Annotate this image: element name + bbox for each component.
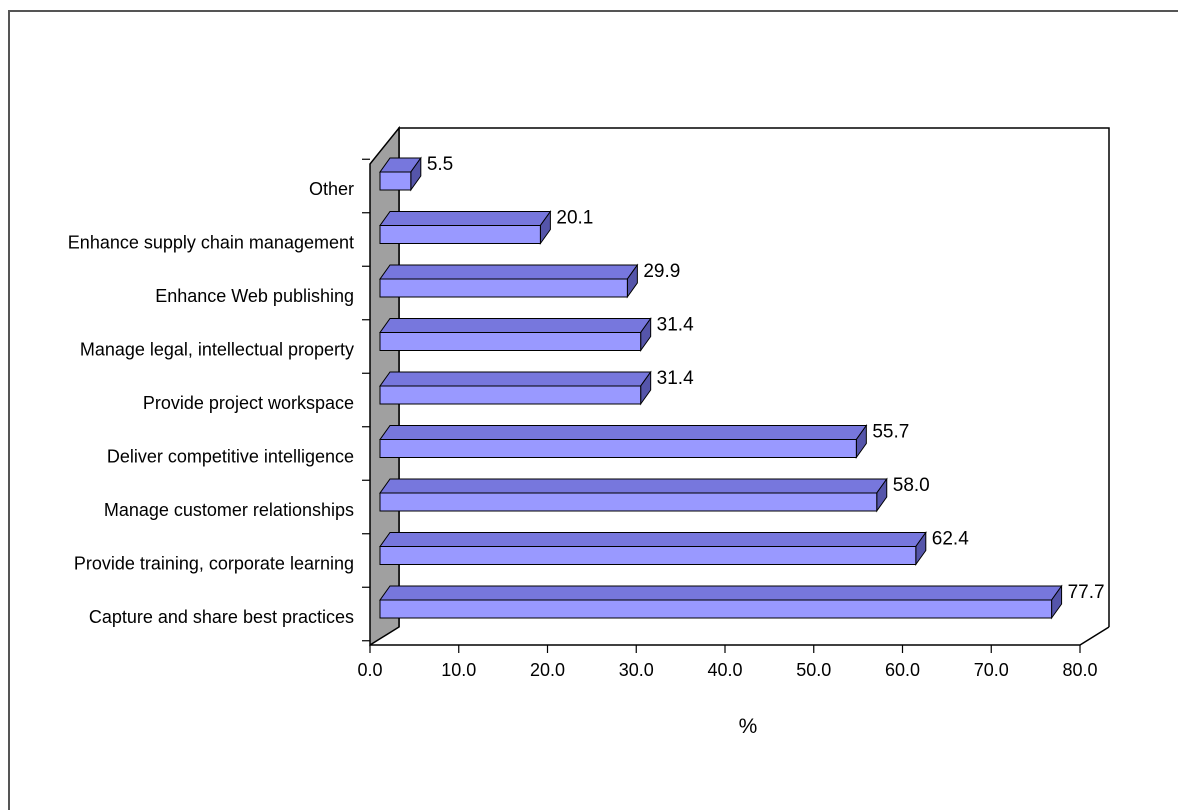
bar-top-face [379,371,652,387]
x-tick-label: 70.0 [974,660,1009,680]
bar-front-face [379,439,857,458]
value-label: 55.7 [872,422,909,443]
bar [379,209,552,246]
bar [379,316,652,353]
x-tick-labels: 0.0 10.0 20.0 30.0 40.0 50.0 60.0 70.0 80.0 [357,645,1098,680]
x-axis-label: % [739,715,758,738]
x-tick-label: 50.0 [796,660,831,680]
bar-front-face [379,599,1053,619]
bar [379,370,652,406]
bar [379,584,1063,620]
floor-outline [370,626,1110,646]
value-label: 29.9 [643,261,680,282]
chart-frame [8,10,1178,810]
category-label: Provide project workspace [143,393,354,413]
x-tick-label: 80.0 [1062,660,1097,680]
bar [379,530,927,567]
bar-top-face [379,264,639,280]
category-label: Manage customer relationships [104,500,354,520]
bar-front-face [379,385,642,405]
bar-front-face [379,546,917,565]
bar-front-face [379,278,628,298]
category-label: Capture and share best practices [89,607,354,627]
category-label: Enhance Web publishing [155,286,354,306]
value-label: 62.4 [932,529,969,550]
bar-top-face [379,585,1063,601]
value-label: 5.5 [427,154,453,175]
category-label: Enhance supply chain management [68,233,354,253]
bar [379,156,422,192]
bar-top-face [379,532,927,547]
value-label: 20.1 [556,208,593,229]
category-label: Deliver competitive intelligence [107,447,354,467]
bar-top-face [379,211,552,226]
bar-top-face [379,478,888,494]
bar [379,263,639,299]
x-tick-label: 30.0 [619,660,654,680]
x-tick-label: 60.0 [885,660,920,680]
bar-front-face [379,225,541,244]
value-label: 58.0 [893,475,930,496]
category-label: Other [309,179,354,199]
bar [379,423,868,460]
bar-top-face [379,425,868,440]
bar-front-face [379,332,642,351]
bar-top-face [379,318,652,333]
category-label: Manage legal, intellectual property [80,340,354,360]
x-tick-label: 40.0 [707,660,742,680]
chart-bars [379,156,1063,620]
x-tick-label: 10.0 [441,660,476,680]
value-label: 31.4 [657,368,694,389]
category-labels: Capture and share best practices Provide … [68,179,354,627]
category-label: Provide training, corporate learning [74,554,354,574]
value-labels: 77.7 62.4 58.0 55.7 31.4 31.4 29.9 20.1 5.5 [427,154,1105,603]
x-tick-label: 20.0 [530,660,565,680]
bar-front-face [379,492,878,512]
x-tick-label: 0.0 [357,660,382,680]
value-label: 31.4 [657,315,694,336]
value-label: 77.7 [1068,582,1105,603]
bar [379,477,888,513]
bar-front-face [379,171,412,191]
